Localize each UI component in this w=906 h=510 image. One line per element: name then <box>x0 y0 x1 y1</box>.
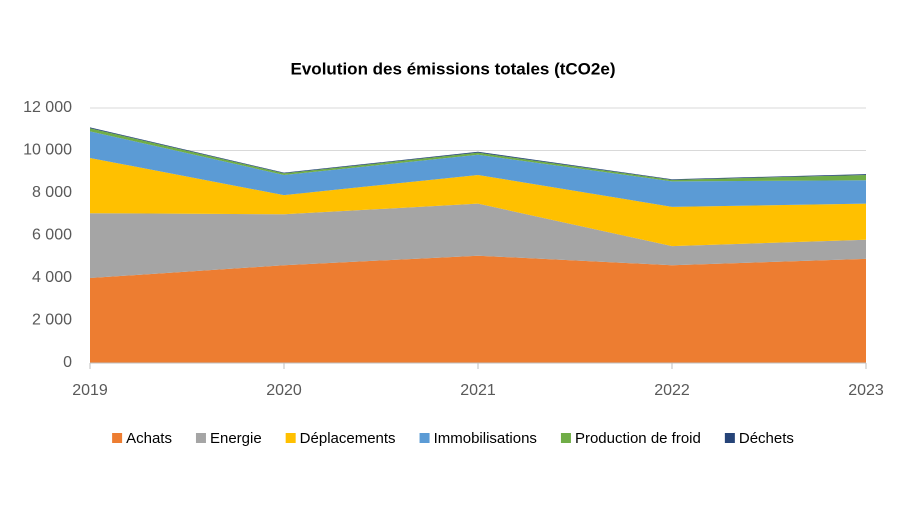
y-tick-label: 10 000 <box>23 142 72 159</box>
legend-label: Energie <box>210 430 262 447</box>
area <box>90 157 866 247</box>
y-tick-label: 2 000 <box>32 312 72 329</box>
y-tick-label: 8 000 <box>32 184 72 201</box>
chart-title: Evolution des émissions totales (tCO2e) <box>291 59 616 78</box>
legend-swatch <box>560 433 571 443</box>
y-tick-label: 6 000 <box>32 227 72 244</box>
area <box>90 255 866 363</box>
legend-label: Achats <box>126 430 172 447</box>
legend-label: Production de froid <box>575 430 701 447</box>
x-tick-label: 2022 <box>654 382 690 399</box>
legend-label: Déplacements <box>300 430 396 447</box>
legend-swatch <box>419 433 430 443</box>
area <box>90 128 866 182</box>
y-tick-label: 0 <box>63 354 72 371</box>
x-tick-label: 2020 <box>266 382 302 399</box>
legend-label: Déchets <box>739 430 794 447</box>
x-tick-label: 2019 <box>72 382 108 399</box>
legend-swatch <box>724 433 735 443</box>
y-tick-label: 12 000 <box>23 99 72 116</box>
legend-label: Immobilisations <box>434 430 537 447</box>
x-tick-label: 2021 <box>460 382 496 399</box>
area <box>90 131 866 207</box>
legend-swatch <box>285 433 296 443</box>
legend-swatch <box>112 433 123 443</box>
area <box>90 203 866 278</box>
legend-swatch <box>195 433 206 443</box>
x-tick-label: 2023 <box>848 382 884 399</box>
y-tick-label: 4 000 <box>32 269 72 286</box>
